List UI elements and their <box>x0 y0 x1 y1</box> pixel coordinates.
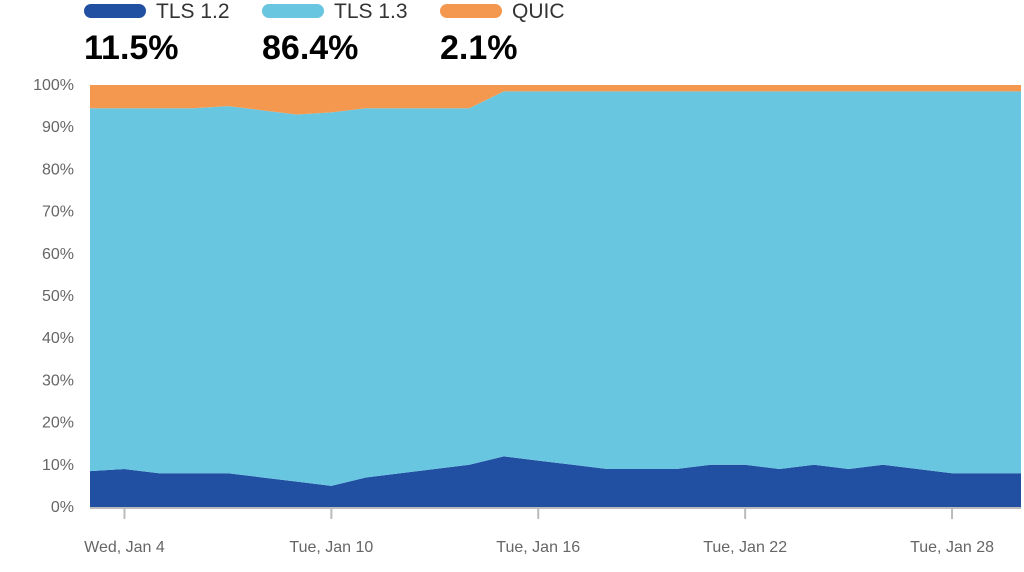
y-tick-label: 60% <box>42 246 74 263</box>
area-quic <box>90 85 1021 115</box>
y-tick-label: 90% <box>42 119 74 136</box>
legend: TLS 1.2 11.5% TLS 1.3 86.4% QUIC 2.1% <box>0 0 1024 70</box>
area-tls13 <box>90 91 1021 486</box>
y-tick-label: 80% <box>42 161 74 178</box>
legend-value-tls12: 11.5% <box>84 29 179 67</box>
y-tick-label: 50% <box>42 288 74 305</box>
x-tick-label: Tue, Jan 28 <box>910 539 994 556</box>
legend-label-tls13: TLS 1.3 <box>334 0 408 23</box>
legend-swatch-quic <box>440 4 502 18</box>
y-tick-label: 0% <box>51 499 74 516</box>
y-tick-label: 100% <box>33 77 74 94</box>
y-tick-label: 70% <box>42 204 74 221</box>
area-tls12 <box>90 456 1021 507</box>
legend-label-quic: QUIC <box>512 0 565 23</box>
legend-value-quic: 2.1% <box>440 29 518 67</box>
x-tick-label: Tue, Jan 22 <box>703 539 787 556</box>
x-tick-label: Tue, Jan 16 <box>496 539 580 556</box>
y-tick-label: 40% <box>42 330 74 347</box>
plot-areas <box>90 85 1021 507</box>
x-tick-label: Tue, Jan 10 <box>289 539 373 556</box>
y-tick-label: 30% <box>42 372 74 389</box>
legend-label-tls12: TLS 1.2 <box>156 0 230 23</box>
y-tick-label: 20% <box>42 415 74 432</box>
legend-swatch-tls12 <box>84 4 146 18</box>
legend-swatch-tls13 <box>262 4 324 18</box>
axes: 0% 10% 20% 30% 40% 50% 60% 70% 80% 90% 100% Wed, Ja… <box>33 77 1021 556</box>
legend-value-tls13: 86.4% <box>262 29 359 67</box>
y-tick-label: 10% <box>42 457 74 474</box>
x-tick-label: Wed, Jan 4 <box>84 539 165 556</box>
